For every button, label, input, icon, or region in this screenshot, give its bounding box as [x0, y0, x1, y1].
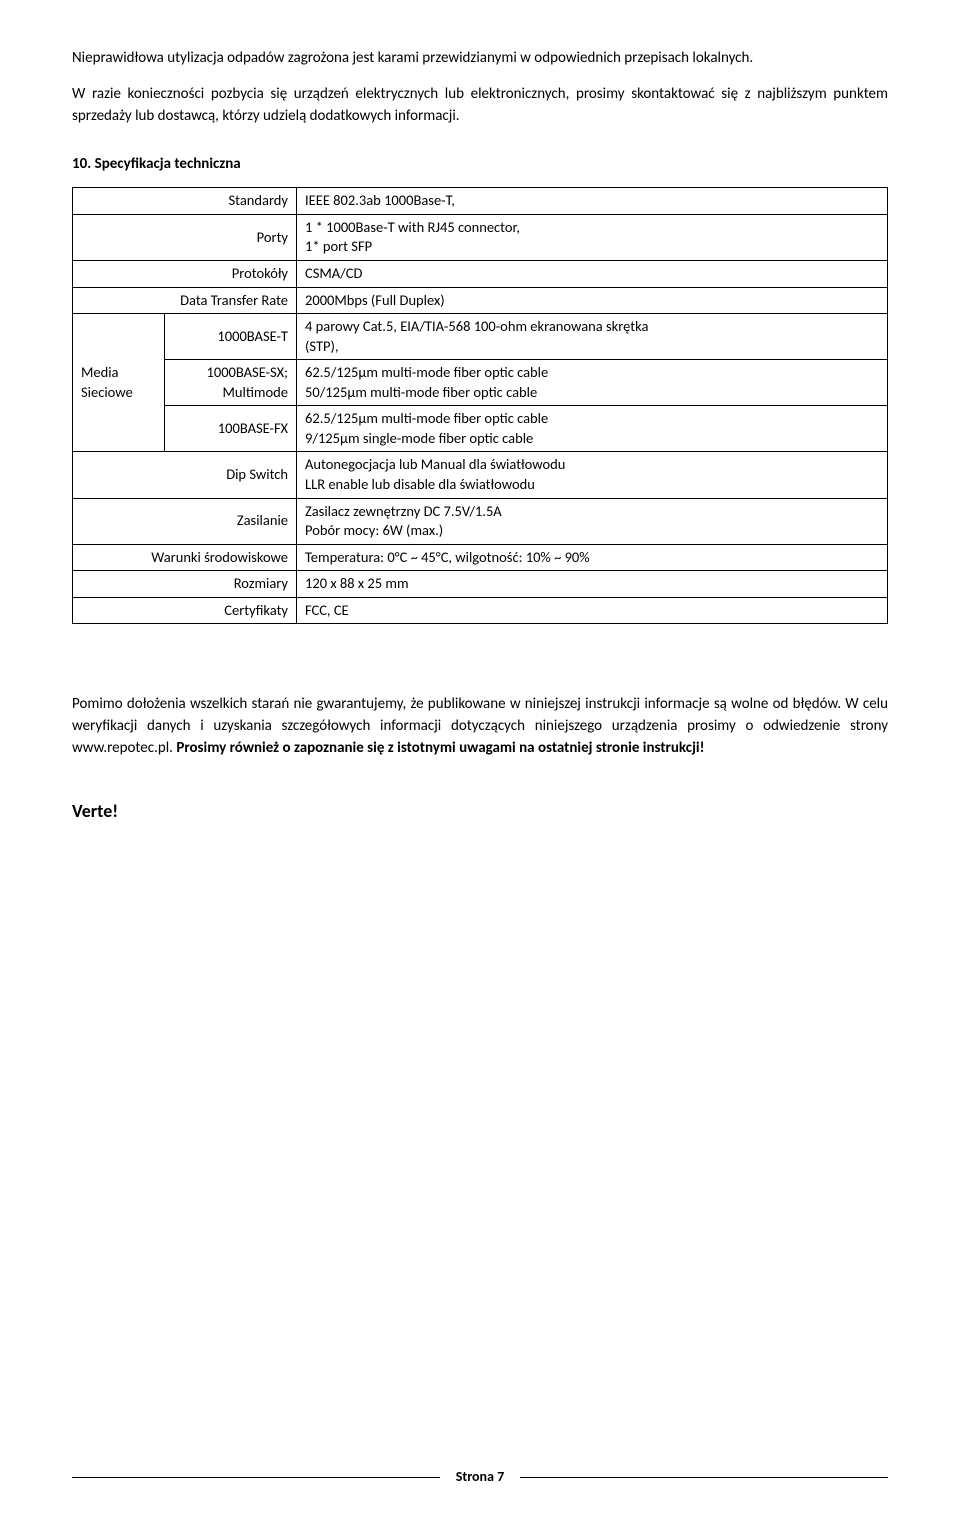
cell-value-porty: 1 * 1000Base-T with RJ45 connector, 1* p… — [297, 214, 888, 260]
cell-label-dtr: Data Transfer Rate — [73, 287, 297, 314]
table-row: Protokóły CSMA/CD — [73, 260, 888, 287]
text-line: 1 * 1000Base-T with RJ45 connector, — [305, 218, 520, 236]
table-row: Certyfikaty FCC, CE — [73, 597, 888, 624]
cell-value-zasilanie: Zasilacz zewnętrzny DC 7.5V/1.5A Pobór m… — [297, 498, 888, 544]
table-row: Data Transfer Rate 2000Mbps (Full Duplex… — [73, 287, 888, 314]
table-row: Standardy IEEE 802.3ab 1000Base-T, — [73, 188, 888, 215]
verte-label: Verte! — [72, 800, 888, 822]
text-line: 1000BASE-SX; — [207, 363, 289, 381]
table-row: Rozmiary 120 x 88 x 25 mm — [73, 571, 888, 598]
text-line: (STP), — [305, 337, 339, 355]
cell-label-standardy: Standardy — [73, 188, 297, 215]
text-line: LLR enable lub disable dla światłowodu — [305, 475, 535, 493]
spec-table: Standardy IEEE 802.3ab 1000Base-T, Porty… — [72, 187, 888, 624]
table-row: Dip Switch Autonegocjacja lub Manual dla… — [73, 452, 888, 498]
cell-label-porty: Porty — [73, 214, 297, 260]
cell-value-rozmiary: 120 x 88 x 25 mm — [297, 571, 888, 598]
cell-label-protokoly: Protokóły — [73, 260, 297, 287]
table-row: 100BASE-FX 62.5/125μm multi-mode fiber o… — [73, 406, 888, 452]
cell-sublabel-100base-fx: 100BASE-FX — [165, 406, 297, 452]
text-line: 9/125μm single-mode fiber optic cable — [305, 429, 533, 447]
cell-sublabel-1000base-sx: 1000BASE-SX; Multimode — [165, 360, 297, 406]
cell-label-dip: Dip Switch — [73, 452, 297, 498]
cell-value-certyfikaty: FCC, CE — [297, 597, 888, 624]
text-line: 1* port SFP — [305, 237, 372, 255]
text-line: 62.5/125μm multi-mode fiber optic cable — [305, 363, 548, 381]
cell-value-standardy: IEEE 802.3ab 1000Base-T, — [297, 188, 888, 215]
cell-value-warunki: Temperatura: 0°C ~ 45°C, wilgotność: 10%… — [297, 544, 888, 571]
page-number: Strona 7 — [440, 1468, 521, 1485]
page: Nieprawidłowa utylizacja odpadów zagrożo… — [0, 0, 960, 1522]
table-row: Porty 1 * 1000Base-T with RJ45 connector… — [73, 214, 888, 260]
cell-label-media: Media Sieciowe — [73, 314, 165, 452]
cell-value-protokoly: CSMA/CD — [297, 260, 888, 287]
paragraph-disposal-penalties: Nieprawidłowa utylizacja odpadów zagrożo… — [72, 48, 888, 70]
text-line: 62.5/125μm multi-mode fiber optic cable — [305, 409, 548, 427]
paragraph-disclaimer: Pomimo dołożenia wszelkich starań nie gw… — [72, 694, 888, 759]
disclaimer-bold: Prosimy również o zapoznanie się z istot… — [176, 739, 704, 757]
cell-label-zasilanie: Zasilanie — [73, 498, 297, 544]
table-row: Media Sieciowe 1000BASE-T 4 parowy Cat.5… — [73, 314, 888, 360]
cell-value-1000base-sx: 62.5/125μm multi-mode fiber optic cable … — [297, 360, 888, 406]
cell-value-100base-fx: 62.5/125μm multi-mode fiber optic cable … — [297, 406, 888, 452]
text-line: 4 parowy Cat.5, EIA/TIA-568 100-ohm ekra… — [305, 317, 648, 335]
section-10-heading: 10. Specyfikacja techniczna — [72, 155, 888, 173]
text-line: 50/125μm multi-mode fiber optic cable — [305, 383, 537, 401]
text-line: Pobór mocy: 6W (max.) — [305, 521, 443, 539]
footer: Strona 7 — [0, 1467, 960, 1486]
text-line: Autonegocjacja lub Manual dla światłowod… — [305, 455, 565, 473]
cell-sublabel-1000base-t: 1000BASE-T — [165, 314, 297, 360]
text-line: Zasilacz zewnętrzny DC 7.5V/1.5A — [305, 502, 502, 520]
cell-label-certyfikaty: Certyfikaty — [73, 597, 297, 624]
table-row: 1000BASE-SX; Multimode 62.5/125μm multi-… — [73, 360, 888, 406]
text-line: Multimode — [223, 383, 288, 401]
cell-value-dip: Autonegocjacja lub Manual dla światłowod… — [297, 452, 888, 498]
paragraph-disposal-contact: W razie konieczności pozbycia się urządz… — [72, 84, 888, 128]
cell-value-1000base-t: 4 parowy Cat.5, EIA/TIA-568 100-ohm ekra… — [297, 314, 888, 360]
cell-label-rozmiary: Rozmiary — [73, 571, 297, 598]
cell-label-warunki: Warunki środowiskowe — [73, 544, 297, 571]
table-row: Zasilanie Zasilacz zewnętrzny DC 7.5V/1.… — [73, 498, 888, 544]
cell-value-dtr: 2000Mbps (Full Duplex) — [297, 287, 888, 314]
table-row: Warunki środowiskowe Temperatura: 0°C ~ … — [73, 544, 888, 571]
